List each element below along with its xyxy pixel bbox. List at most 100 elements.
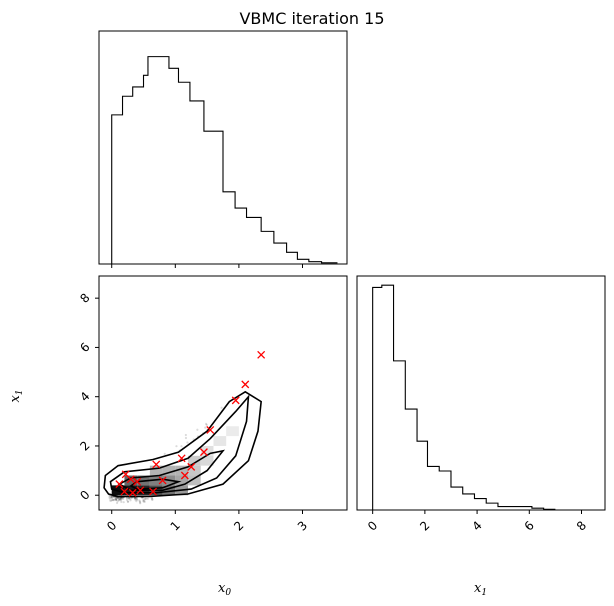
red-x-marker	[180, 471, 189, 480]
scatter-point	[116, 496, 120, 500]
x-tick-label: 0	[365, 518, 380, 533]
scatter-point	[111, 496, 114, 499]
scatter-point	[120, 497, 123, 500]
scatter-point	[125, 497, 128, 500]
red-x-marker	[177, 454, 186, 463]
x-tick-label: 0	[104, 518, 119, 533]
red-x-marker	[136, 486, 145, 495]
y-tick-label: 6	[77, 340, 92, 355]
scatter-point	[134, 497, 137, 500]
scatter-point	[142, 500, 145, 503]
scatter-point	[138, 499, 141, 502]
scatter-point	[143, 498, 146, 501]
x-tick-label: 4	[469, 518, 484, 533]
scatter-point	[117, 499, 121, 502]
svg-text:x1: x1	[8, 389, 25, 402]
scatter-point	[110, 496, 113, 499]
scatter-point	[125, 498, 129, 502]
red-x-marker	[231, 396, 240, 405]
density-cell	[175, 475, 189, 486]
marker-group	[115, 350, 266, 497]
red-x-marker	[199, 448, 208, 457]
y-tick-label: 0	[77, 488, 92, 503]
scatter-point	[108, 494, 111, 498]
scatter-point	[144, 497, 147, 500]
x-tick-label: 8	[574, 518, 589, 533]
scatter-point	[119, 497, 122, 500]
scatter-point	[115, 496, 119, 500]
x-tick-label: 6	[522, 518, 537, 533]
scatter-point	[184, 436, 188, 440]
scatter-point	[119, 497, 122, 501]
scatter-point	[151, 498, 154, 502]
scatter-point	[144, 497, 147, 500]
scatter-point	[150, 496, 154, 500]
scatter-point	[126, 500, 130, 503]
chart-title: VBMC iteration 15	[239, 9, 384, 28]
scatter-point	[119, 498, 122, 501]
scatter-point	[147, 497, 150, 500]
scatter-point	[150, 497, 153, 500]
density-cell	[149, 465, 163, 476]
scatter-point	[122, 501, 125, 504]
scatter-point	[109, 496, 113, 499]
joint-density-panel: 0 1 2 3 0 2 4 6 8	[77, 275, 348, 534]
density-cell	[188, 455, 201, 466]
scatter-point	[134, 498, 137, 501]
scatter-point	[116, 500, 119, 503]
red-x-marker	[120, 487, 129, 496]
scatter-point	[139, 502, 142, 505]
scatter-point	[112, 498, 116, 501]
histogram-step-line	[372, 284, 556, 510]
scatter-point	[126, 500, 130, 503]
scatter-point	[134, 497, 137, 500]
scatter-point	[128, 497, 131, 500]
x-tick-label: 3	[295, 518, 310, 533]
scatter-point	[145, 497, 148, 500]
red-x-marker	[257, 350, 266, 359]
scatter-point	[111, 498, 114, 502]
red-x-marker	[149, 487, 158, 496]
x-tick-label: 2	[417, 518, 432, 533]
scatter-point	[135, 500, 138, 503]
red-x-marker	[115, 480, 124, 489]
histogram-x1-panel: 0 2 4 6 8	[356, 275, 606, 534]
histogram-x0-panel	[98, 30, 348, 268]
scatter-point	[204, 422, 208, 425]
scatter-point	[134, 497, 137, 500]
y-tick-label: 4	[77, 389, 92, 404]
scatter-point	[175, 445, 178, 448]
scatter-point	[142, 500, 145, 503]
panel-frame	[98, 275, 348, 511]
scatter-point	[118, 497, 121, 501]
panel-frame	[356, 275, 606, 511]
x-tick-label: 1	[168, 518, 183, 533]
scatter-point	[184, 433, 187, 437]
density-cell	[162, 485, 176, 496]
svg-text:x1: x1	[474, 581, 487, 598]
scatter-point	[115, 501, 119, 505]
scatter-point	[110, 499, 113, 502]
panel-frame	[98, 30, 348, 265]
scatter-point	[115, 498, 118, 502]
y-axis-label-x1: x1	[8, 389, 25, 402]
scatter-point	[127, 497, 130, 500]
scatter-point	[138, 501, 142, 504]
joint-plot-area	[103, 350, 266, 505]
red-x-marker	[133, 477, 142, 486]
red-x-marker	[206, 425, 215, 434]
y-tick-label: 2	[77, 438, 92, 453]
histogram-step-line	[111, 56, 338, 264]
scatter-point	[120, 496, 123, 500]
red-x-marker	[152, 460, 161, 469]
scatter-point	[118, 497, 122, 500]
scatter-point	[186, 441, 189, 444]
contour-line	[109, 394, 250, 494]
scatter-point	[108, 496, 111, 499]
scatter-point	[138, 500, 142, 503]
scatter-point	[163, 452, 166, 455]
density-cell	[188, 475, 201, 486]
scatter-point	[205, 423, 208, 426]
scatter-point	[109, 499, 112, 502]
